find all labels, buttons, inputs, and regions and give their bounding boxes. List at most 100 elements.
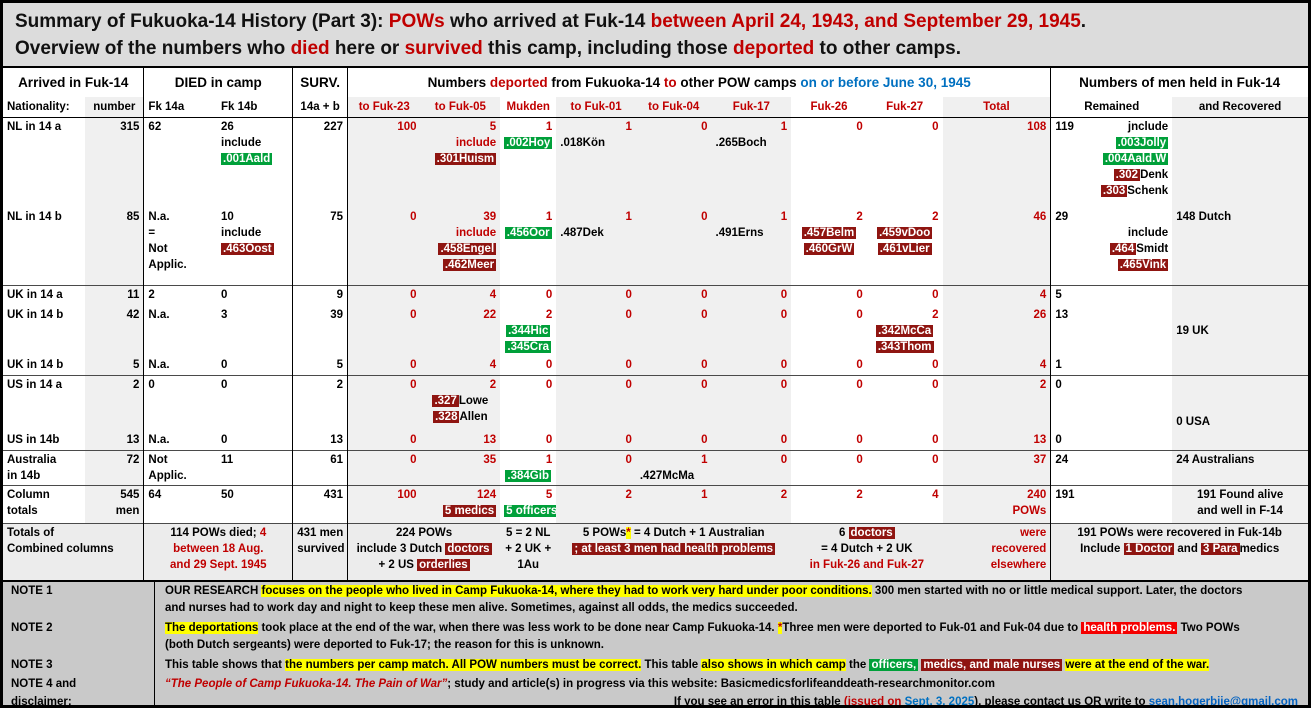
text-segment: .328 (433, 411, 460, 423)
table-cell: 191 Found alive and well in F-14 (1172, 485, 1308, 524)
text-segment: 1 (701, 454, 708, 466)
cell-line: 4 (871, 487, 939, 503)
table-cell: 85 (85, 207, 145, 286)
header-row-groups: Arrived in Fuk-14 DIED in camp SURV. Num… (3, 68, 1308, 97)
cell-line: .327 Lowe (425, 393, 497, 409)
cell-line: 1 (716, 209, 787, 225)
text-segment: 191 (1055, 489, 1075, 501)
cell-line: 0 (352, 432, 416, 448)
text-segment: Three men were deported to Fuk-01 and Fu… (782, 621, 1082, 634)
table-cell: 22 (421, 306, 501, 356)
table-cell (1172, 356, 1308, 376)
text-segment: 4 (932, 489, 939, 501)
text-segment: .002Hoy (504, 137, 553, 149)
cell-line: NL in 14 a (7, 119, 81, 135)
text-segment: totals (7, 505, 38, 517)
text-segment: NL in 14 a (7, 121, 62, 133)
text-segment: 0 (701, 433, 708, 446)
text-segment: = (148, 226, 156, 239)
text-segment: .461vLier (877, 242, 932, 255)
text-segment: NOTE 2 (11, 621, 53, 634)
cell-line: survived (297, 541, 344, 557)
text-segment: 6 (838, 527, 849, 539)
table-cell: 0 (791, 450, 867, 486)
cell-line: 0 (716, 432, 787, 448)
table-cell: 100 (347, 118, 420, 208)
cell-line: 13 (425, 432, 497, 448)
table-cell: 0 (1051, 431, 1172, 451)
email-link[interactable]: sean.hogerbije@gmail.com (1148, 695, 1298, 708)
title-line-2: Overview of the numbers who died here or… (15, 35, 1296, 62)
text-segment: 4 (489, 289, 497, 301)
cell-line: 2 (871, 307, 938, 323)
text-segment: 62 (148, 121, 162, 133)
text-segment: doctors (848, 527, 895, 539)
text-segment: .265Boch (715, 137, 767, 149)
table-cell: 240 POWs (942, 485, 1052, 524)
cell-line: include (1055, 225, 1168, 241)
text-segment: 0 (545, 379, 553, 391)
cell-line: 0 (352, 377, 417, 393)
header-fuk23: to Fuk-23 (347, 97, 421, 118)
note-text: The deportations took place at the end o… (155, 619, 1308, 656)
cell-line: 46 (947, 209, 1047, 225)
cell-line: 0 (560, 452, 631, 468)
text-segment: from Fukuoka-14 (547, 75, 664, 90)
table-cell: NL in 14 a (3, 118, 85, 208)
text-segment: include (455, 137, 497, 149)
cell-line: 10 (221, 209, 288, 225)
text-segment: 26 (221, 121, 234, 133)
cell-line: disclaimer: (11, 694, 146, 706)
cell-line: 0 (795, 307, 862, 323)
text-segment: Overview of the numbers who (15, 38, 291, 59)
text-segment: .004Aald.W (1102, 153, 1169, 165)
text-segment: 2 (1039, 379, 1047, 391)
text-segment: 1Au (517, 559, 540, 571)
note-row: NOTE 3 This table shows that the numbers … (3, 655, 1308, 675)
cell-line: .345Cra (504, 339, 552, 355)
text-segment: 2 (148, 289, 155, 301)
cell-line: .301Huism (425, 151, 497, 167)
header-died: DIED in camp (143, 68, 294, 97)
text-segment: 0 (625, 433, 632, 446)
header-fuk05: to Fuk-05 (420, 97, 501, 118)
table-cell: 39 (292, 305, 348, 356)
cell-line: 5 (297, 357, 343, 373)
text-segment: 4 (489, 358, 497, 371)
table-cell: 62 (144, 118, 217, 208)
table-cell: 0 (867, 118, 943, 208)
text-segment: 0 (410, 379, 417, 391)
text-segment: 0 (780, 454, 788, 466)
table-cell: 0 (347, 208, 420, 286)
text-segment: 0 (1055, 379, 1062, 391)
text-segment: POWs (1012, 505, 1047, 517)
text-segment: 5 officers (504, 505, 557, 517)
text-segment: US in 14 a (7, 379, 62, 391)
cell-line: 1 (1055, 357, 1168, 373)
cell-line: 108 (947, 119, 1046, 135)
header-fuk27: Fuk-27 (866, 97, 943, 118)
text-segment: 13 (483, 433, 497, 446)
table-cell: 1 .487Dek (556, 208, 636, 286)
text-segment: 5 POWs (582, 527, 627, 539)
text-segment: 3 (221, 308, 228, 321)
text-segment: men (115, 505, 140, 517)
table-cell: 1 .265Boch (712, 118, 792, 208)
text-segment: 2 (932, 210, 939, 223)
text-segment: N.a. (148, 358, 170, 371)
text-segment: 22 (483, 308, 497, 321)
text-segment: other POW camps (676, 75, 801, 90)
text-segment: 37 (1033, 454, 1047, 466)
cell-line: NL in 14 b (7, 209, 81, 225)
text-segment: 11 (127, 289, 140, 301)
table-cell: 46 (942, 207, 1052, 286)
text-segment: Applic. (148, 470, 187, 482)
cell-line: 315 (89, 119, 139, 135)
text-segment: include (455, 226, 497, 239)
table-cell: 37 (942, 450, 1052, 486)
text-segment: .345Cra (505, 340, 551, 353)
text-segment: 0 (221, 379, 228, 391)
table-cell: 5 (292, 355, 348, 376)
text-segment: This table shows that (165, 658, 286, 671)
header-fuk01: to Fuk-01 (556, 97, 636, 118)
